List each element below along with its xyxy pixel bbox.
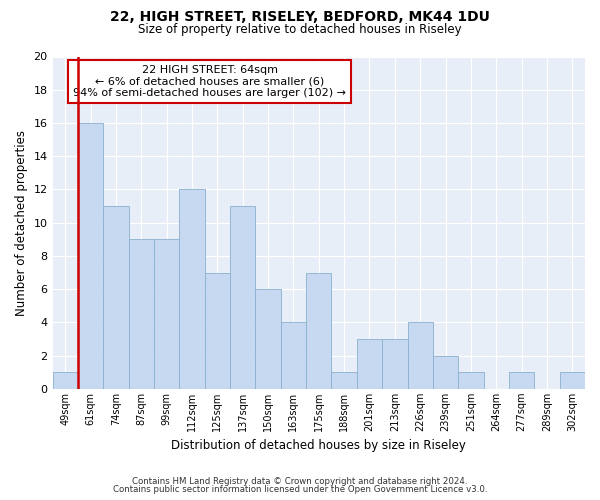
Bar [281, 322, 306, 389]
Bar [407, 322, 433, 389]
Bar [382, 339, 407, 389]
Text: Contains HM Land Registry data © Crown copyright and database right 2024.: Contains HM Land Registry data © Crown c… [132, 477, 468, 486]
Bar [509, 372, 534, 389]
Bar [560, 372, 585, 389]
Text: Size of property relative to detached houses in Riseley: Size of property relative to detached ho… [138, 22, 462, 36]
Bar [433, 356, 458, 389]
Bar [306, 272, 331, 389]
Bar [230, 206, 256, 389]
Bar [103, 206, 128, 389]
Bar [53, 372, 78, 389]
Bar [256, 289, 281, 389]
Bar [331, 372, 357, 389]
Y-axis label: Number of detached properties: Number of detached properties [15, 130, 28, 316]
Bar [205, 272, 230, 389]
Bar [128, 240, 154, 389]
Bar [357, 339, 382, 389]
Text: 22, HIGH STREET, RISELEY, BEDFORD, MK44 1DU: 22, HIGH STREET, RISELEY, BEDFORD, MK44 … [110, 10, 490, 24]
Bar [78, 123, 103, 389]
Text: Contains public sector information licensed under the Open Government Licence v3: Contains public sector information licen… [113, 484, 487, 494]
Bar [458, 372, 484, 389]
Bar [179, 190, 205, 389]
X-axis label: Distribution of detached houses by size in Riseley: Distribution of detached houses by size … [172, 440, 466, 452]
Bar [154, 240, 179, 389]
Text: 22 HIGH STREET: 64sqm
← 6% of detached houses are smaller (6)
94% of semi-detach: 22 HIGH STREET: 64sqm ← 6% of detached h… [73, 65, 346, 98]
